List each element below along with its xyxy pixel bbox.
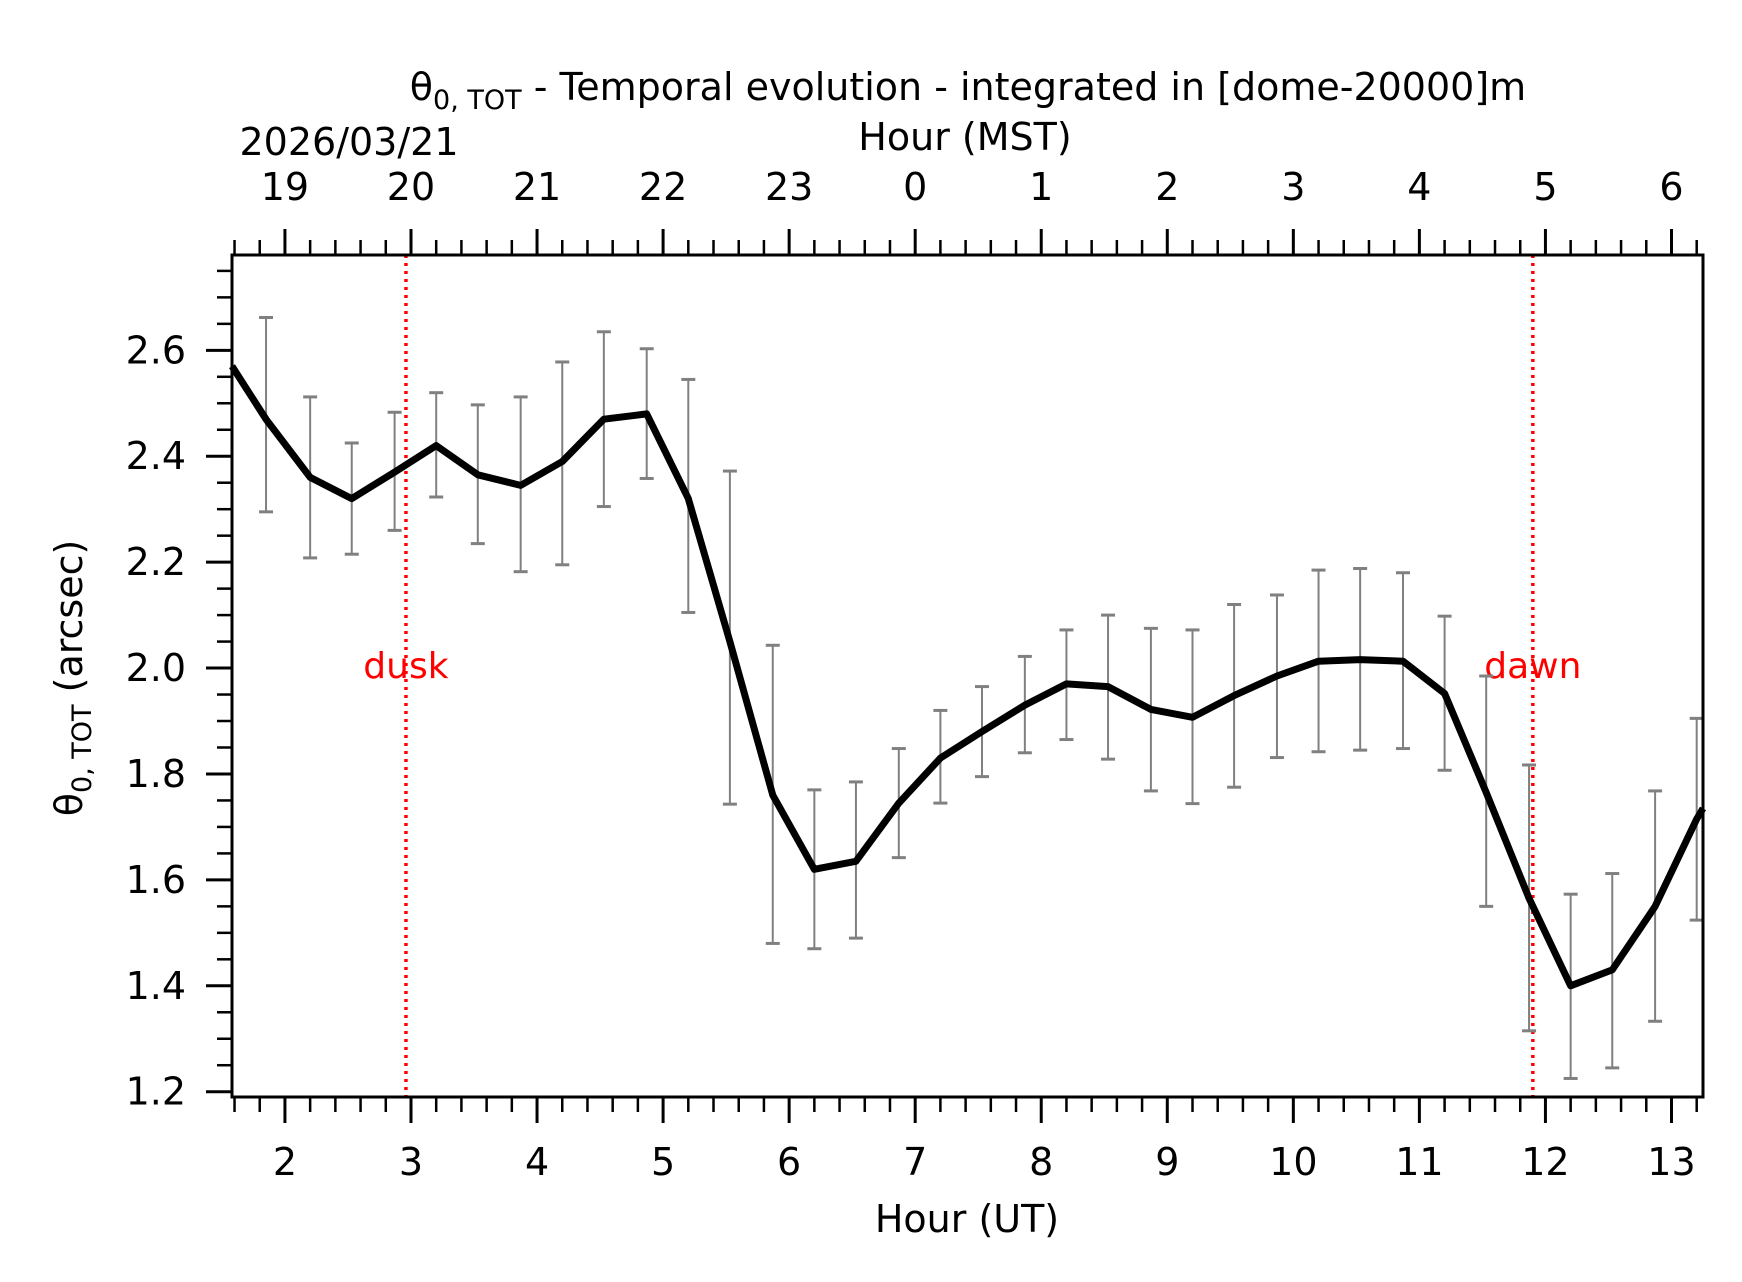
top-tick-label: 22 (639, 165, 687, 209)
top-axis-label: Hour (MST) (858, 115, 1071, 159)
top-tick-label: 5 (1533, 165, 1557, 209)
top-tick-label: 23 (765, 165, 813, 209)
chart-title: θ0, TOT - Temporal evolution - integrate… (410, 65, 1526, 116)
x-axis-label: Hour (UT) (875, 1197, 1059, 1241)
x-tick-label: 3 (399, 1140, 423, 1184)
top-tick-label: 4 (1407, 165, 1431, 209)
date-label: 2026/03/21 (239, 120, 458, 164)
y-tick-label: 2.4 (126, 434, 186, 478)
top-tick-label: 2 (1155, 165, 1179, 209)
x-tick-label: 12 (1521, 1140, 1569, 1184)
y-axis-label: θ0, TOT (arcsec) (47, 540, 98, 817)
x-tick-label: 4 (525, 1140, 549, 1184)
y-tick-label: 1.6 (126, 858, 186, 902)
y-tick-label: 2.6 (126, 328, 186, 372)
x-tick-label: 5 (651, 1140, 675, 1184)
y-tick-label: 2.0 (126, 646, 186, 690)
ylabel-rest: (arcsec) (47, 540, 91, 705)
x-tick-label: 9 (1155, 1140, 1179, 1184)
series-line-theta0_tot (229, 364, 1707, 990)
plot-frame (230, 253, 1705, 1099)
top-tick-label: 19 (261, 165, 309, 209)
y-tick-label: 1.2 (126, 1070, 186, 1114)
title-subscript: 0, TOT (433, 85, 522, 116)
top-tick-label: 6 (1659, 165, 1683, 209)
data-series (229, 364, 1707, 990)
x-tick-label: 11 (1395, 1140, 1443, 1184)
ylabel-subscript: 0, TOT (67, 704, 98, 793)
event-label-dusk: dusk (363, 646, 448, 687)
title-rest: - Temporal evolution - integrated in [do… (522, 65, 1527, 109)
title-symbol: θ (410, 65, 433, 109)
x-tick-label: 13 (1647, 1140, 1695, 1184)
top-tick-label: 1 (1029, 165, 1053, 209)
event-label-dawn: dawn (1484, 646, 1581, 687)
event-lines: dusk dawn (363, 255, 1581, 1097)
x-tick-label: 2 (273, 1140, 297, 1184)
top-tick-label: 20 (387, 165, 435, 209)
top-tick-label: 0 (903, 165, 927, 209)
x-tick-label: 8 (1029, 1140, 1053, 1184)
ylabel-symbol: θ (47, 793, 91, 816)
x-tick-label: 7 (903, 1140, 927, 1184)
y-tick-label: 1.8 (126, 752, 186, 796)
x-tick-label: 10 (1269, 1140, 1317, 1184)
top-tick-label: 3 (1281, 165, 1305, 209)
top-tick-label: 21 (513, 165, 561, 209)
y-tick-label: 2.2 (126, 540, 186, 584)
x-tick-label: 6 (777, 1140, 801, 1184)
y-tick-label: 1.4 (126, 964, 186, 1008)
